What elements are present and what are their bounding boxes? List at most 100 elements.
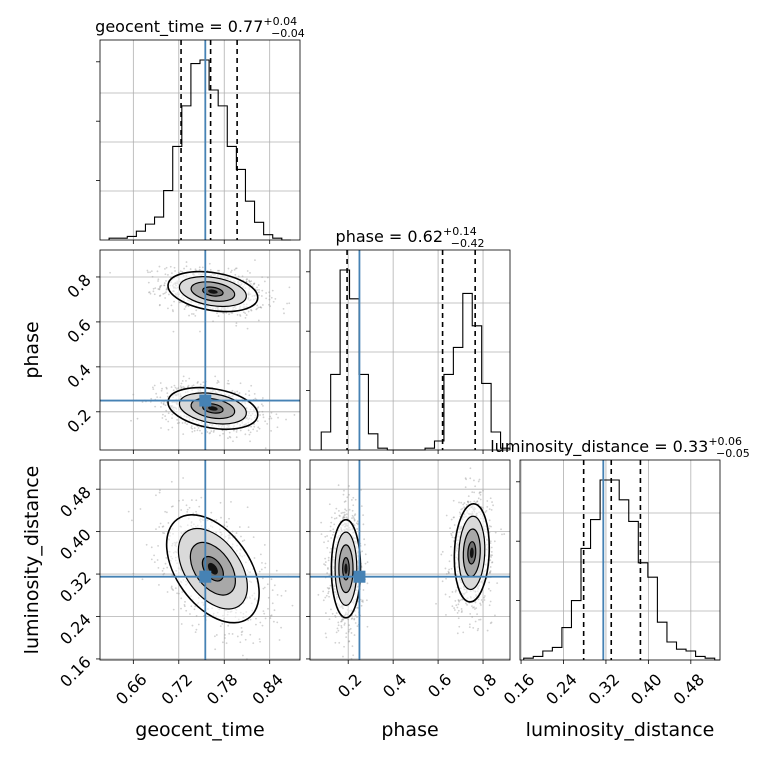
scatter-point [186,385,189,388]
scatter-point [365,599,368,602]
scatter-point [264,562,267,565]
scatter-point [468,623,471,626]
scatter-point [194,314,197,317]
scatter-point [225,521,228,524]
scatter-point [489,589,492,592]
scatter-point [241,630,244,633]
scatter-point [236,390,239,393]
scatter-point [247,619,249,622]
scatter-point [258,638,261,641]
scatter-point [180,509,183,511]
scatter-point [355,522,358,525]
scatter-point [348,640,350,643]
scatter-point [168,293,170,296]
scatter-point [264,566,267,569]
scatter-point [155,392,158,395]
scatter-point [256,407,259,410]
scatter-point [231,389,234,392]
truth-marker [199,570,212,583]
scatter-point [345,516,348,519]
y-tick-label: 0.6 [63,315,94,346]
scatter-point [262,416,265,419]
scatter-point [164,273,167,276]
scatter-point [449,527,451,530]
scatter-point [225,642,228,645]
scatter-point [250,309,252,311]
scatter-point [280,594,283,597]
scatter-point [158,288,161,291]
density-layer [317,467,506,660]
x-tick-label: 0.32 [585,670,624,709]
scatter-point [489,571,492,574]
x-tick-label: 0.6 [424,670,455,701]
x-axis-label: phase [381,719,438,741]
scatter-point [488,604,491,607]
scatter-point [474,601,477,604]
scatter-point [164,404,167,407]
scatter-point [171,505,174,508]
panel-title: luminosity_distance = 0.33+0.06 −0.05 [490,435,750,460]
scatter-point [182,385,185,388]
scatter-point [229,436,232,439]
scatter-point [178,499,180,502]
scatter-point [219,501,222,504]
scatter-point [164,297,167,299]
scatter-point [459,599,462,602]
scatter-point [152,388,155,391]
scatter-point [182,477,185,479]
scatter-point [491,554,494,557]
scatter-point [337,629,340,632]
scatter-point [488,572,491,575]
hist-luminosity_distance: 0.16 0.24 0.32 0.40 0.48luminosity_distance … [490,435,750,709]
scatter-point [238,392,241,394]
scatter-point [261,561,263,564]
scatter-point [454,590,457,593]
scatter-point [180,597,183,600]
scatter-point [339,515,341,517]
scatter-point [242,311,245,314]
scatter-point [183,308,186,310]
scatter-point [447,570,450,573]
axes-frame [309,459,511,661]
scatter-point [257,406,260,409]
scatter-point [234,267,237,270]
scatter-point [249,280,251,283]
scatter-point [450,534,453,537]
scatter-point [266,422,269,425]
scatter-point [241,654,244,657]
scatter-point [483,599,486,601]
scatter-point [233,391,236,394]
scatter-point [258,427,261,430]
scatter-point [235,430,238,433]
scatter-point [343,624,346,626]
scatter-point [155,494,157,497]
scatter-point [327,592,330,595]
scatter-point [366,625,369,628]
scatter-point [179,270,182,273]
scatter-point [465,503,468,506]
scatter-point [241,540,244,543]
scatter-point [167,428,170,431]
scatter-point [469,467,472,470]
x-tick-label: 0.16 [500,670,539,709]
scatter-point [131,519,133,522]
scatter-point [186,423,188,425]
scatter-point [491,501,493,503]
scatter-point [161,387,163,390]
scatter-point [153,293,156,296]
scatter-point [136,417,139,420]
scatter-point [353,617,356,620]
scatter-point [489,559,492,562]
scatter-point [190,425,193,428]
scatter-point [464,486,467,489]
scatter-point [457,599,460,601]
scatter-point [490,550,493,553]
scatter-point [343,489,345,492]
scatter-point [160,405,162,408]
scatter-point [460,608,463,610]
scatter-point [159,285,162,288]
scatter-point [361,599,364,602]
scatter-point [461,598,463,601]
scatter-point [174,270,176,272]
density-layer [109,259,296,450]
